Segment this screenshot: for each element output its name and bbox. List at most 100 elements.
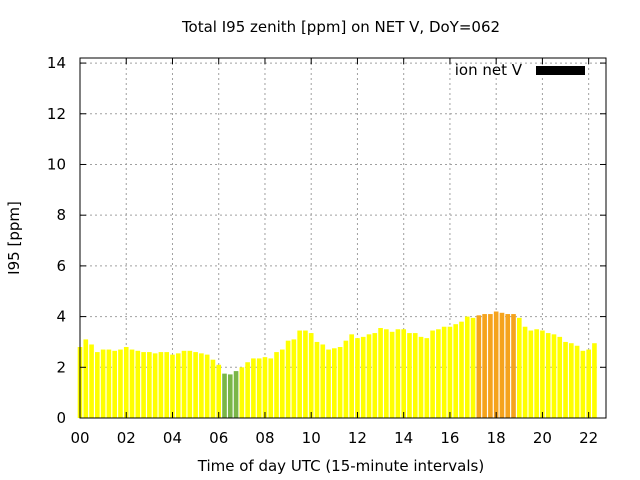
bar [470, 317, 476, 418]
bar [245, 362, 250, 418]
bar [187, 350, 193, 418]
bar [193, 352, 198, 418]
bar [175, 353, 181, 418]
bar [499, 312, 505, 418]
bar [112, 350, 117, 418]
bar [106, 349, 112, 418]
bar [412, 333, 418, 418]
bar [291, 339, 297, 418]
x-axis: 00 02 04 06 08 10 12 14 16 18 20 22 [70, 58, 598, 447]
bar [378, 328, 383, 418]
bar [436, 329, 441, 418]
bar [314, 341, 320, 418]
bar [181, 350, 187, 418]
bar [332, 348, 337, 418]
y-tick-label: 6 [56, 257, 66, 275]
y-tick-label: 2 [56, 358, 66, 376]
bar [337, 347, 343, 418]
bar [592, 343, 597, 418]
bar [210, 359, 216, 418]
bar [407, 333, 412, 418]
bar [488, 314, 493, 418]
bar [505, 314, 511, 418]
bar [343, 340, 349, 418]
bar [123, 347, 129, 418]
x-tick-label: 14 [394, 429, 413, 447]
bar [326, 349, 331, 418]
bar [528, 330, 534, 418]
bar [580, 350, 586, 418]
bar [522, 326, 528, 418]
bar [303, 330, 308, 418]
y-axis: 0 2 4 6 8 10 12 14 [47, 54, 606, 427]
y-tick-label: 0 [56, 409, 66, 427]
y-tick-label: 8 [56, 206, 66, 224]
bar [262, 357, 268, 418]
bar [574, 345, 580, 418]
x-tick-label: 04 [163, 429, 182, 447]
x-tick-label: 12 [348, 429, 367, 447]
bar [268, 358, 274, 418]
bar [551, 334, 557, 418]
bar [279, 349, 285, 418]
bar [233, 371, 239, 418]
bar [384, 329, 389, 418]
bar [83, 339, 89, 418]
x-tick-label: 18 [487, 429, 506, 447]
bar [95, 352, 100, 418]
bar [135, 350, 141, 418]
bar [459, 321, 464, 418]
x-tick-label: 00 [70, 429, 89, 447]
bar [482, 314, 487, 418]
bar [447, 326, 453, 418]
bar [100, 349, 106, 418]
bar [557, 336, 563, 418]
bar [118, 349, 123, 418]
bar [389, 331, 395, 418]
bar [540, 330, 545, 418]
bar [441, 326, 447, 418]
bar [511, 314, 516, 418]
bar [308, 333, 314, 418]
x-tick-label: 02 [117, 429, 136, 447]
bar [158, 352, 164, 418]
x-tick-label: 16 [440, 429, 459, 447]
bar [395, 329, 401, 418]
bar [493, 311, 499, 418]
bar [366, 334, 372, 418]
bar [285, 340, 291, 418]
bar [152, 353, 158, 418]
chart-title: Total I95 zenith [ppm] on NET V, DoY=062 [181, 18, 500, 36]
bar [355, 338, 360, 418]
bar [516, 317, 522, 418]
bar [464, 316, 470, 418]
bar [227, 374, 233, 418]
bar [453, 324, 459, 418]
bar [372, 333, 378, 418]
legend: ion net V [455, 61, 585, 79]
bar [586, 349, 591, 418]
bar [216, 364, 222, 418]
bar [297, 330, 302, 418]
bar [430, 330, 435, 418]
bar [569, 343, 574, 418]
bar [89, 344, 94, 418]
bar [222, 373, 227, 418]
x-axis-label: Time of day UTC (15-minute intervals) [197, 457, 484, 475]
bar [204, 354, 210, 418]
bar [129, 349, 135, 418]
y-axis-label: I95 [ppm] [5, 201, 23, 275]
bar [424, 338, 430, 418]
bar [534, 329, 539, 418]
bar [274, 352, 279, 418]
y-tick-label: 10 [47, 155, 66, 173]
bar [320, 344, 326, 418]
bar [349, 334, 354, 418]
x-tick-label: 22 [579, 429, 598, 447]
bar [545, 333, 551, 418]
x-tick-label: 10 [302, 429, 321, 447]
x-tick-label: 08 [255, 429, 274, 447]
bar [170, 354, 175, 418]
bar [199, 353, 204, 418]
